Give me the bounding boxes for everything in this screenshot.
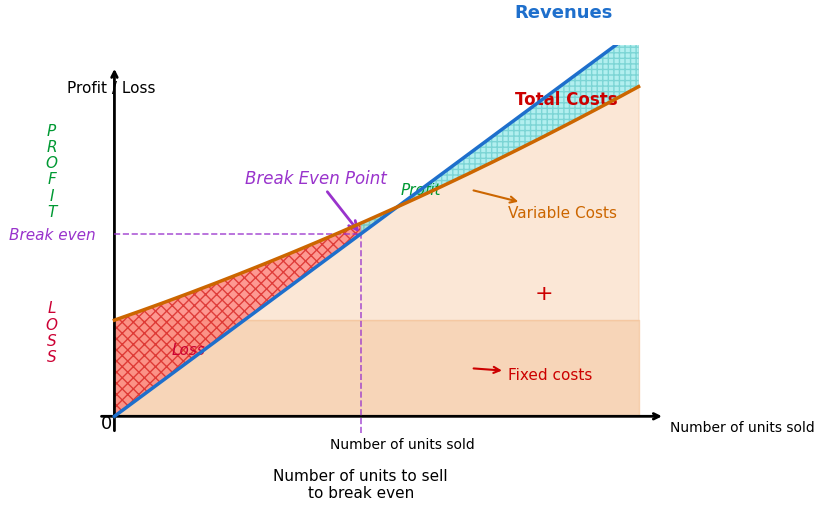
Text: Break even: Break even (9, 228, 96, 242)
Text: Fixed costs: Fixed costs (473, 367, 592, 382)
Text: Number of units sold: Number of units sold (330, 437, 475, 451)
Text: P
R
O
F
I
T: P R O F I T (45, 124, 58, 219)
Text: Number of units sold: Number of units sold (670, 420, 815, 434)
Text: L
O
S
S: L O S S (45, 301, 58, 364)
Text: Revenues: Revenues (514, 5, 612, 22)
Text: 0: 0 (101, 414, 113, 433)
Text: Break Even Point: Break Even Point (245, 169, 387, 230)
Text: Profit: Profit (401, 183, 441, 198)
Text: Loss: Loss (171, 342, 205, 357)
Text: Number of units to sell
to break even: Number of units to sell to break even (273, 468, 448, 500)
Text: +: + (535, 283, 554, 303)
Text: Total Costs: Total Costs (515, 91, 617, 109)
Text: Variable Costs: Variable Costs (473, 191, 616, 221)
Text: Profit / Loss: Profit / Loss (67, 80, 156, 96)
